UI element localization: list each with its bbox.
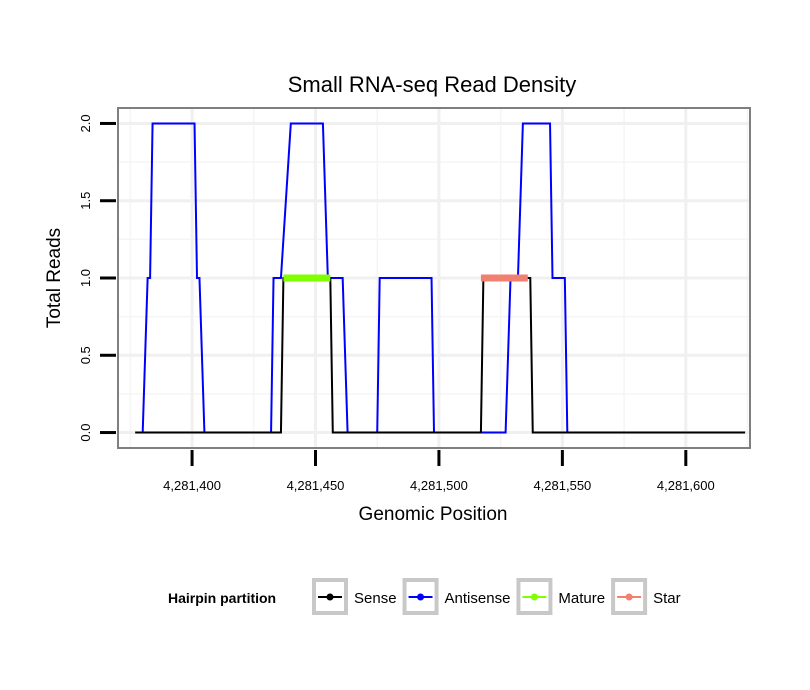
y-tick-label: 0.5 — [78, 346, 93, 364]
y-axis-title: Total Reads — [44, 228, 65, 328]
x-tick-label: 4,281,400 — [163, 478, 221, 493]
y-tick-label: 1.0 — [78, 269, 93, 287]
series-sense-line — [135, 277, 746, 434]
legend-label: Antisense — [445, 590, 511, 607]
chart-title: Small RNA-seq Read Density — [288, 72, 577, 97]
x-tick-label: 4,281,450 — [287, 478, 345, 493]
series-antisense-line — [135, 122, 746, 434]
legend-item-mature: Mature — [516, 578, 605, 615]
x-axis-title: Genomic Position — [359, 504, 508, 525]
legend-title: Hairpin partition — [168, 590, 276, 606]
legend-key-point — [417, 593, 425, 601]
legend-label: Mature — [558, 590, 605, 607]
x-tick-label: 4,281,600 — [657, 478, 715, 493]
legend-item-star: Star — [611, 578, 681, 615]
y-axis: 0.0 0.5 1.0 1.5 2.0 — [78, 114, 116, 442]
y-tick-label: 0.0 — [78, 424, 93, 442]
series-layer — [135, 122, 746, 434]
legend-key-point — [625, 593, 633, 601]
legend-key-point — [530, 593, 538, 601]
x-tick-label: 4,281,500 — [410, 478, 468, 493]
y-tick-label: 1.5 — [78, 192, 93, 210]
plot-border — [117, 107, 751, 449]
x-axis: 4,281,400 4,281,450 4,281,500 4,281,550 4,28… — [163, 450, 715, 493]
legend: Hairpin partition Sense Antisense Mature St… — [168, 578, 681, 615]
legend-item-sense: Sense — [312, 578, 397, 615]
y-tick-label: 2.0 — [78, 114, 93, 132]
x-tick-label: 4,281,550 — [533, 478, 591, 493]
legend-label: Star — [653, 590, 681, 607]
legend-items: Sense Antisense Mature Star — [312, 578, 681, 615]
legend-label: Sense — [354, 590, 397, 607]
legend-item-antisense: Antisense — [402, 578, 511, 615]
grid-lines — [118, 108, 750, 448]
legend-key-point — [326, 593, 334, 601]
